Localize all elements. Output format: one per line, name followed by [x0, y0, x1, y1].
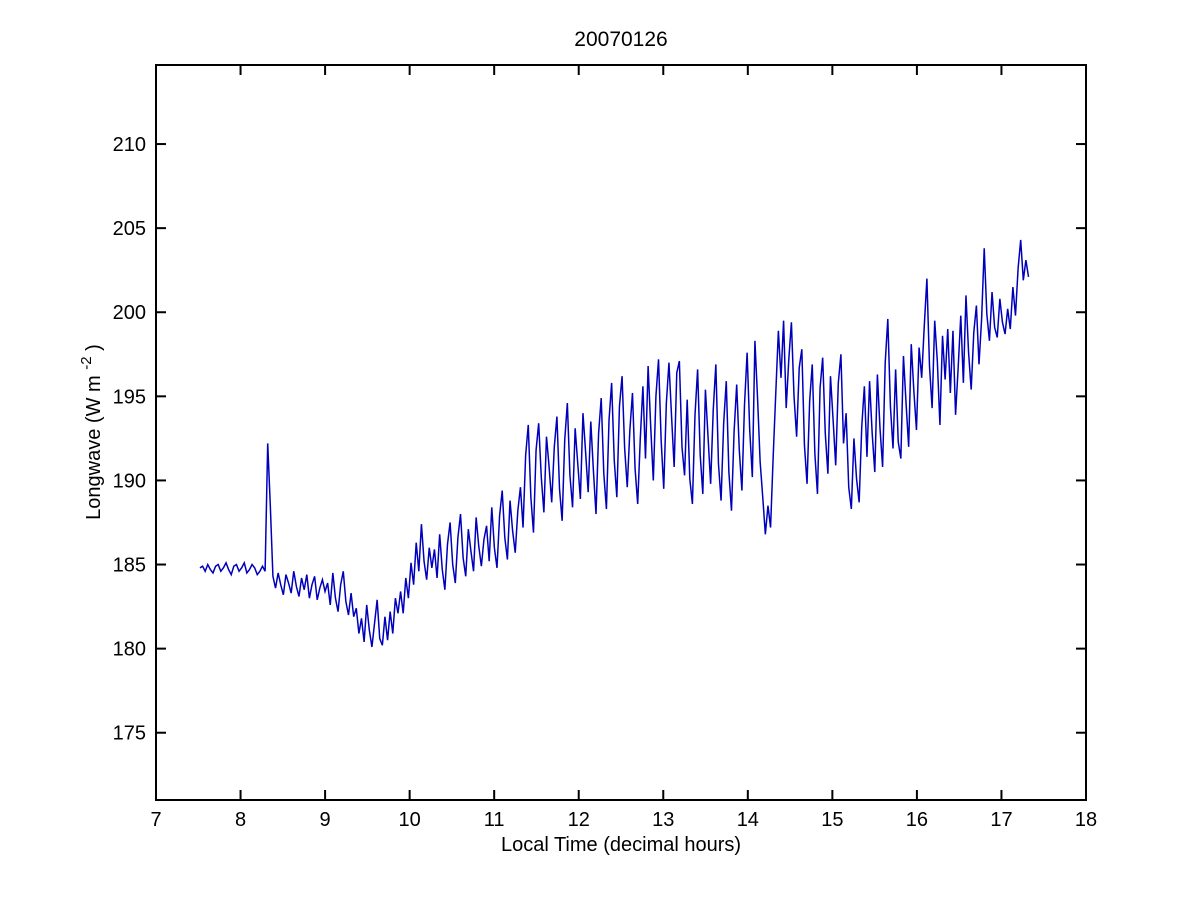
- y-axis-label: Longwave (W m -2 ): [74, 344, 105, 520]
- x-tick-label: 18: [1075, 809, 1097, 831]
- y-tick-label: 185: [113, 555, 146, 577]
- x-tick-label: 7: [150, 809, 161, 831]
- x-tick-label: 15: [821, 809, 843, 831]
- axis-tick-labels-group: 7 8 9 10 11 12 13 14 15 16 17 18 175 180 185 190 195 200 2…: [113, 134, 1098, 831]
- y-tick-label: 175: [113, 723, 146, 745]
- y-axis-label-close: ): [83, 344, 105, 351]
- y-tick-label: 205: [113, 218, 146, 240]
- plot-area: [156, 65, 1086, 800]
- x-tick-label: 10: [399, 809, 421, 831]
- x-tick-label: 14: [737, 809, 759, 831]
- x-tick-label: 13: [652, 809, 674, 831]
- x-tick-label: 9: [320, 809, 331, 831]
- y-tick-label: 210: [113, 134, 146, 156]
- chart-title: 20070126: [574, 28, 667, 51]
- x-axis-label: Local Time (decimal hours): [501, 834, 741, 856]
- axes-frame: [155, 64, 1087, 801]
- data-series-group: [199, 239, 1030, 648]
- x-tick-label: 17: [990, 809, 1012, 831]
- y-tick-label: 200: [113, 302, 146, 324]
- y-tick-label: 190: [113, 470, 146, 492]
- x-tick-label: 11: [484, 809, 505, 831]
- x-tick-label: 8: [235, 809, 246, 831]
- x-tick-label: 12: [568, 809, 590, 831]
- x-tick-label: 16: [906, 809, 928, 831]
- y-tick-label: 180: [113, 639, 146, 661]
- y-tick-label: 195: [113, 386, 146, 408]
- y-axis-label-main: Longwave (W m: [83, 375, 105, 520]
- y-axis-label-superscript: -2: [78, 356, 95, 369]
- data-line-longwave: [199, 239, 1030, 648]
